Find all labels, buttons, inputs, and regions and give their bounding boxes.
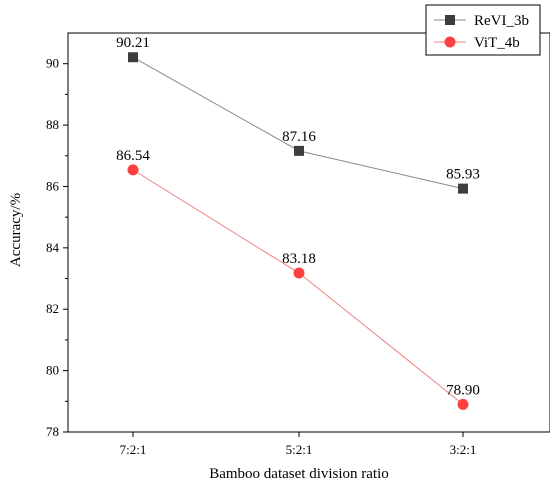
- y-tick-label: 88: [46, 117, 59, 132]
- data-label: 85.93: [446, 167, 480, 183]
- legend-item-vit: ViT_4b: [434, 35, 520, 51]
- x-tick-label: 3:2:1: [450, 442, 477, 457]
- y-axis: 78 80 82 84 86 88 90: [46, 56, 68, 439]
- data-point-circle: [457, 398, 469, 410]
- data-label: 86.54: [116, 148, 150, 164]
- data-point-square: [294, 145, 304, 156]
- plot-frame: [67, 32, 550, 433]
- x-axis: 7:2:1 5:2:1 3:2:1: [120, 432, 477, 457]
- series-layer: [127, 52, 469, 410]
- data-label: 90.21: [116, 35, 150, 51]
- y-tick-label: 78: [46, 424, 59, 439]
- data-point-circle: [127, 164, 139, 176]
- legend-circle-marker: [444, 36, 456, 48]
- legend: ReVI_3b ViT_4b: [425, 4, 541, 56]
- x-tick-label: 5:2:1: [286, 442, 313, 457]
- data-point-circle: [293, 267, 305, 279]
- y-tick-label: 80: [46, 363, 59, 378]
- series-line-0: [132, 56, 464, 190]
- legend-label-revi: ReVI_3b: [474, 13, 529, 29]
- data-label: 83.18: [282, 251, 316, 267]
- x-tick-label: 7:2:1: [120, 442, 147, 457]
- y-tick-label: 82: [46, 301, 59, 316]
- plot-area: [67, 32, 550, 433]
- series-line-1: [132, 169, 464, 405]
- y-tick-label: 90: [46, 56, 59, 71]
- data-label: 87.16: [282, 129, 316, 145]
- data-point-square: [458, 183, 468, 194]
- data-point-square: [128, 52, 138, 63]
- legend-box: [425, 4, 541, 56]
- data-label: 78.90: [446, 382, 480, 398]
- y-tick-label: 86: [46, 178, 60, 193]
- legend-item-revi: ReVI_3b: [434, 13, 529, 29]
- legend-square-marker: [445, 15, 455, 25]
- data-label-layer: 90.21 87.16 85.93 86.54 83.18 78.90: [116, 35, 480, 398]
- y-tick-label: 84: [46, 240, 60, 255]
- y-axis-title: Accuracy/%: [8, 193, 24, 267]
- x-axis-title: Bamboo dataset division ratio: [209, 466, 389, 482]
- legend-label-vit: ViT_4b: [474, 35, 520, 51]
